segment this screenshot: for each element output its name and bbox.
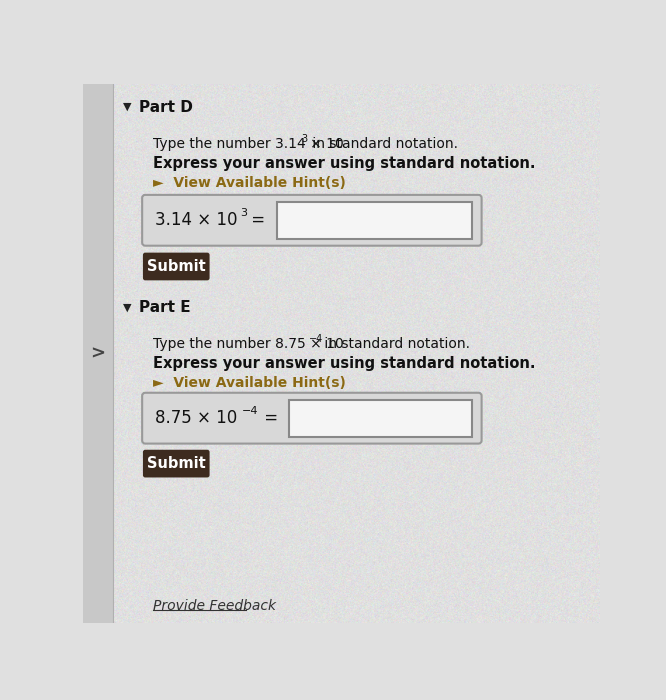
Text: =: = [246, 211, 265, 230]
Text: in standard notation.: in standard notation. [308, 137, 458, 151]
Text: ▼: ▼ [123, 302, 132, 312]
Text: −4: −4 [242, 406, 258, 416]
FancyBboxPatch shape [83, 84, 113, 623]
FancyBboxPatch shape [142, 393, 482, 444]
Text: =: = [259, 410, 278, 427]
Text: Express your answer using standard notation.: Express your answer using standard notat… [153, 156, 535, 171]
Text: Type the number 8.75 × 10: Type the number 8.75 × 10 [153, 337, 344, 351]
Text: ►  View Available Hint(s): ► View Available Hint(s) [153, 376, 346, 390]
Text: in standard notation.: in standard notation. [320, 337, 470, 351]
Text: ►  View Available Hint(s): ► View Available Hint(s) [153, 176, 346, 190]
FancyBboxPatch shape [288, 400, 472, 437]
Text: Part D: Part D [139, 99, 193, 115]
Text: Submit: Submit [147, 456, 206, 471]
Text: >: > [91, 344, 105, 363]
Text: Type the number 3.14 × 10: Type the number 3.14 × 10 [153, 137, 344, 151]
FancyBboxPatch shape [142, 195, 482, 246]
Text: 8.75 × 10: 8.75 × 10 [155, 410, 237, 427]
Text: Express your answer using standard notation.: Express your answer using standard notat… [153, 356, 535, 371]
Text: 3: 3 [302, 134, 308, 143]
FancyBboxPatch shape [143, 253, 210, 281]
Text: 3: 3 [240, 209, 247, 218]
Text: 3.14 × 10: 3.14 × 10 [155, 211, 237, 230]
FancyBboxPatch shape [143, 450, 210, 477]
Text: Part E: Part E [139, 300, 190, 315]
FancyBboxPatch shape [277, 202, 472, 239]
Text: −4: −4 [309, 334, 323, 344]
Text: ▼: ▼ [123, 102, 132, 112]
Text: Provide Feedback: Provide Feedback [153, 599, 276, 613]
Text: Submit: Submit [147, 259, 206, 274]
